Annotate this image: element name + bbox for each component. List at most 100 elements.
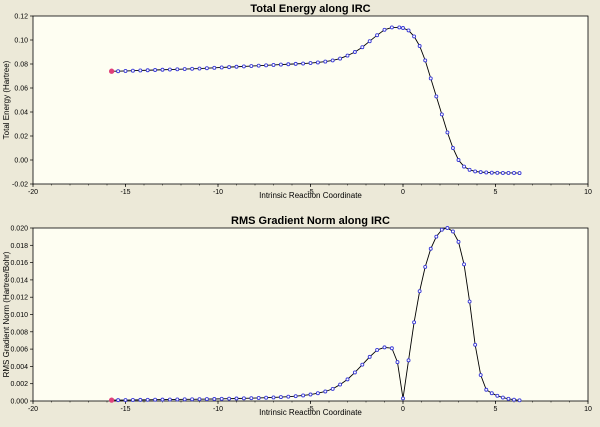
x-tick-label: -5 [307,406,313,413]
data-point [375,348,380,352]
data-point [439,227,444,232]
data-point [241,396,246,401]
y-tick-label: 0.006 [10,347,28,354]
x-tick-label: -15 [120,406,130,413]
data-point [367,354,372,359]
highlighted-data-point [108,68,115,74]
data-point [456,158,461,162]
y-tick-label: 0.020 [10,226,28,233]
data-point [190,397,195,402]
data-point [389,346,394,351]
data-point [278,395,283,400]
data-point [160,397,165,402]
data-point [478,373,483,377]
y-axis-label: Total Energy (Hartree) [2,60,11,139]
data-point [130,398,135,402]
data-point [175,397,180,402]
data-point [423,264,428,269]
data-point [286,62,291,67]
data-point [264,63,269,68]
data-point [330,58,335,63]
data-point [345,53,350,58]
y-tick-label: 0.12 [14,14,28,21]
data-point [412,34,417,39]
data-point [489,391,494,396]
data-point [401,396,405,401]
data-point [301,61,306,66]
data-point [256,63,261,68]
data-point [278,62,283,67]
data-point [467,167,472,172]
data-point [323,59,328,64]
plot-area [32,227,589,402]
x-tick-label: -5 [307,189,313,196]
data-point [145,68,150,73]
data-point [234,396,239,401]
data-point [445,130,450,135]
data-point [116,398,121,403]
data-point [249,396,254,401]
data-point [315,391,320,396]
data-point [423,58,428,63]
data-point [517,398,522,403]
data-point [234,64,239,69]
data-point [301,393,306,398]
y-tick-label: 0.018 [10,243,28,250]
x-tick-label: -10 [213,406,223,413]
x-tick-label: 10 [584,406,592,413]
data-point [116,69,121,74]
x-axis-label: Intrinsic Reaction Coordinate [259,408,362,417]
data-point [417,289,422,294]
data-point [330,386,335,391]
data-point [517,171,522,176]
data-point [212,65,217,70]
y-tick-label: 0.008 [10,329,28,336]
y-tick-label: 0.012 [10,295,28,302]
y-tick-label: 0.02 [14,134,28,141]
data-point [153,68,158,72]
data-point [130,68,135,73]
data-point [123,398,128,402]
data-point [286,394,291,399]
x-axis-label: Intrinsic Reaction Coordinate [259,191,362,200]
data-point [360,45,365,50]
data-point [227,65,232,70]
data-point [506,171,511,175]
y-tick-label: 0.014 [10,277,28,284]
y-tick-label: 0.06 [14,86,28,93]
x-tick-label: -20 [28,406,38,413]
data-point [256,396,261,400]
y-tick-label: 0.08 [14,62,28,69]
data-point [293,61,298,66]
data-point [473,169,478,174]
data-point [190,66,195,71]
data-point [197,66,202,71]
data-point [439,112,444,117]
data-point [345,377,350,382]
data-point [462,262,466,267]
data-point [123,69,128,73]
data-point [478,170,483,175]
data-point [160,67,165,72]
data-point [167,397,172,402]
gradient-chart-panel: RMS Gradient Norm along IRC -20 -15 -10 -5 0 5… [2,215,592,417]
data-point [264,395,269,400]
data-point [138,397,143,402]
x-tick-label: 0 [401,406,405,413]
y-tick-label: 0.010 [10,312,28,319]
data-point [249,64,254,68]
y-tick-label: 0.000 [10,399,28,406]
data-point [204,397,209,402]
data-point [338,382,343,387]
data-point [182,67,187,71]
data-point [397,25,402,30]
plot-area [32,15,589,185]
data-point [227,396,232,401]
x-tick-label: -10 [213,189,223,196]
y-tick-label: -0.02 [12,182,28,189]
data-point [375,33,380,38]
data-point [489,170,494,175]
data-point [434,234,439,239]
data-point [367,39,372,44]
